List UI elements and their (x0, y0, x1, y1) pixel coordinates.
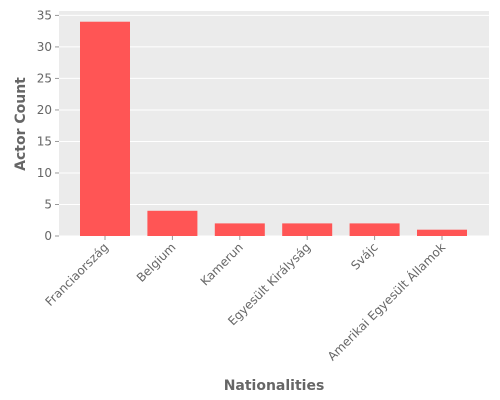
y-tick-label: 15 (37, 134, 52, 148)
bar (349, 223, 400, 236)
bar (417, 229, 467, 236)
y-tick-label: 30 (37, 40, 52, 54)
y-tick-label: 5 (44, 197, 52, 211)
x-tick-label: Kamerun (198, 240, 246, 288)
y-tick-label: 25 (37, 71, 52, 85)
x-tick-label: Belgium (134, 240, 179, 285)
bars (80, 21, 467, 237)
x-tick-label: Amerikai Egyesült Államok (324, 239, 448, 363)
x-axis-title: Nationalities (224, 378, 325, 394)
y-tick-label: 35 (37, 8, 52, 22)
y-tick-label: 20 (37, 103, 52, 117)
y-axis-title: Actor Count (13, 77, 29, 171)
plot-panel (59, 11, 489, 236)
y-tick-label: 0 (44, 229, 52, 243)
y-tick-labels: 0 5 10 15 20 25 30 35 (37, 8, 59, 243)
bar (80, 21, 130, 237)
bar (147, 210, 198, 236)
gridlines (59, 14, 489, 237)
x-tick-label: Svájc (348, 240, 381, 273)
x-tick-label: Franciaország (43, 240, 112, 309)
bar (282, 223, 333, 236)
bar (214, 223, 265, 236)
y-tick-label: 10 (37, 166, 52, 180)
